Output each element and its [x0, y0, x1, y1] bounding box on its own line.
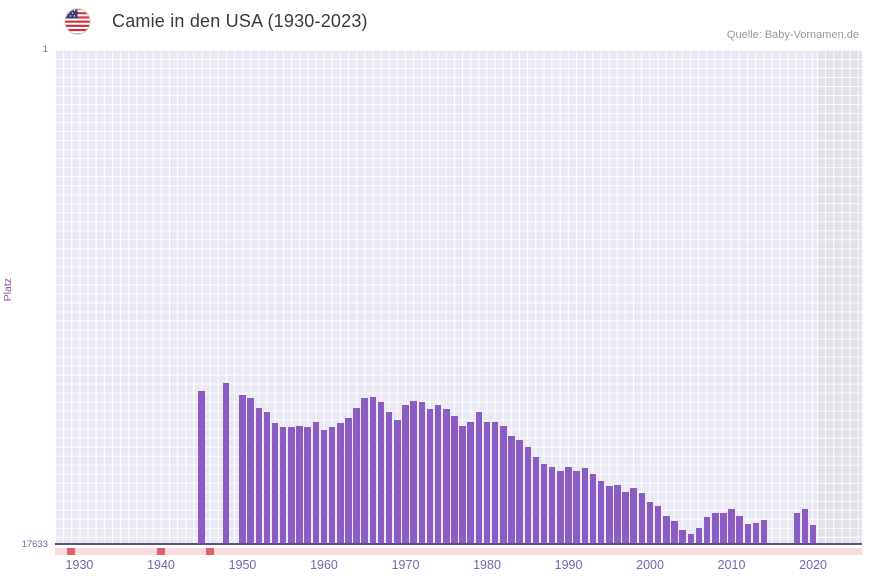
bar-1945[interactable] [198, 391, 205, 543]
bar-1994[interactable] [597, 480, 605, 543]
bar-1955[interactable] [279, 427, 287, 543]
bar-1988[interactable] [548, 466, 556, 543]
bar-2006[interactable] [695, 528, 703, 543]
bar-1990[interactable] [565, 466, 572, 543]
bar-2009[interactable] [720, 512, 727, 543]
bar-1980[interactable] [483, 421, 491, 543]
page-title: Camie in den USA (1930-2023) [112, 11, 368, 31]
bar-1983[interactable] [508, 435, 515, 543]
bar-1948[interactable] [222, 382, 230, 543]
bar-1986[interactable] [532, 456, 540, 543]
x-tick-1940: 1940 [147, 558, 175, 572]
y-axis-label: Platz [2, 278, 14, 302]
bar-2010[interactable] [728, 508, 735, 543]
x-tick-2020: 2020 [799, 558, 827, 572]
bar-2004[interactable] [679, 529, 686, 543]
bar-1992[interactable] [581, 467, 589, 543]
bar-1979[interactable] [475, 412, 483, 543]
bar-2008[interactable] [712, 512, 719, 543]
bar-2013[interactable] [752, 522, 760, 543]
bar-1970[interactable] [402, 405, 409, 543]
bar-1998[interactable] [630, 487, 637, 543]
bar-1978[interactable] [467, 421, 474, 543]
x-tick-1980: 1980 [473, 558, 501, 572]
bar-1966[interactable] [369, 396, 377, 543]
x-tick-2010: 2010 [717, 558, 746, 572]
bar-1974[interactable] [434, 405, 442, 543]
bar-1972[interactable] [418, 402, 426, 543]
bar-1984[interactable] [516, 440, 523, 543]
bar-1956[interactable] [288, 427, 295, 543]
bar-1965[interactable] [361, 398, 368, 543]
bar-2020[interactable] [809, 525, 817, 543]
x-axis-ticks: 1930 1940 1950 1960 1970 1980 1990 2000 2010 2020 [55, 558, 862, 576]
bar-1967[interactable] [377, 402, 385, 543]
bar-1961[interactable] [328, 427, 336, 543]
bar-1951[interactable] [247, 398, 254, 543]
bar-1959[interactable] [312, 421, 320, 543]
bar-2019[interactable] [801, 508, 809, 543]
bar-1958[interactable] [304, 427, 311, 543]
bar-1953[interactable] [263, 412, 271, 543]
bar-2018[interactable] [793, 512, 801, 543]
bar-2003[interactable] [671, 521, 678, 543]
bar-1995[interactable] [606, 486, 613, 543]
bar-1963[interactable] [345, 417, 352, 543]
bar-1981[interactable] [491, 421, 499, 543]
missing-data-marker-1940 [156, 548, 166, 555]
source-attribution: Quelle: Baby-Vornamen.de [726, 29, 859, 41]
bar-1982[interactable] [500, 426, 507, 543]
bar-1997[interactable] [622, 491, 629, 543]
x-tick-1970: 1970 [391, 558, 420, 572]
bar-1960[interactable] [320, 430, 328, 543]
x-tick-1960: 1960 [310, 558, 338, 572]
bar-1976[interactable] [451, 416, 458, 543]
bar-1996[interactable] [614, 484, 621, 543]
bar-1999[interactable] [638, 493, 646, 543]
bar-1957[interactable] [296, 426, 303, 543]
bar-1971[interactable] [410, 400, 417, 543]
bar-1962[interactable] [337, 423, 344, 543]
bar-2014[interactable] [760, 519, 768, 543]
bar-2011[interactable] [736, 515, 743, 543]
missing-data-marker-1929 [67, 548, 76, 555]
bar-1987[interactable] [540, 463, 548, 543]
bar-1989[interactable] [557, 470, 564, 543]
bar-1977[interactable] [459, 426, 466, 543]
bar-1991[interactable] [573, 470, 580, 543]
bar-1993[interactable] [589, 473, 597, 543]
bar-1964[interactable] [353, 407, 360, 543]
bar-2001[interactable] [654, 505, 662, 543]
bar-1952[interactable] [255, 407, 263, 543]
bar-2000[interactable] [646, 501, 654, 543]
missing-data-strip [55, 548, 862, 555]
bar-2005[interactable] [687, 533, 695, 543]
y-axis-tick-top: 1 [42, 44, 48, 55]
bar-1973[interactable] [426, 409, 434, 543]
bar-2012[interactable] [744, 523, 752, 543]
x-tick-2000: 2000 [636, 558, 664, 572]
no-data-region [817, 50, 862, 543]
x-tick-1950: 1950 [228, 558, 257, 572]
plot-area [55, 50, 862, 545]
us-flag-icon [64, 8, 91, 35]
bar-2007[interactable] [703, 516, 711, 543]
missing-data-marker-1946 [205, 548, 214, 555]
bar-1975[interactable] [443, 409, 450, 543]
bar-2002[interactable] [663, 515, 670, 543]
bar-1950[interactable] [239, 395, 246, 543]
bar-1969[interactable] [394, 420, 401, 543]
x-tick-1990: 1990 [554, 558, 583, 572]
bar-1968[interactable] [385, 412, 393, 543]
y-axis-tick-bottom: 17633 [21, 539, 48, 550]
bar-1954[interactable] [271, 423, 279, 543]
bar-1985[interactable] [524, 447, 532, 543]
bars-layer [55, 50, 862, 543]
x-tick-1930: 1930 [65, 558, 94, 572]
